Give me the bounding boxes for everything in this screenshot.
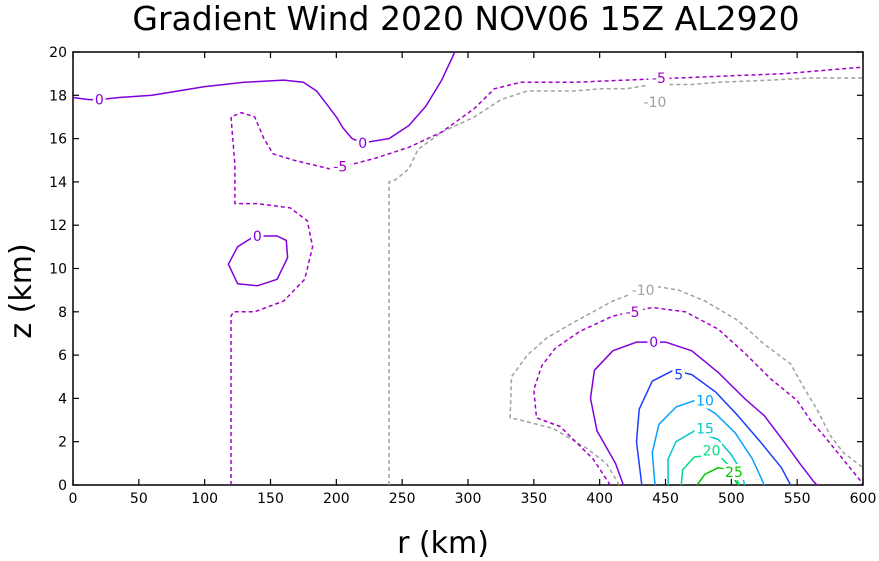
y-tick-label: 0 xyxy=(58,478,67,494)
contour-label: 0 xyxy=(358,136,367,152)
contour-label-bg xyxy=(329,158,351,175)
y-tick-label: 20 xyxy=(49,45,67,61)
contour-label: 5 xyxy=(674,368,683,384)
x-tick-label: 300 xyxy=(455,491,482,507)
contour-5 xyxy=(635,369,792,486)
x-axis-ticks: 0 50 100 150 200 250 300 350 400 450 500 550 600 xyxy=(69,52,877,507)
contour-label: -5 xyxy=(333,160,347,176)
contour-label: -10 xyxy=(644,95,667,111)
x-axis-label: r (km) xyxy=(397,526,489,561)
contour-label: 0 xyxy=(95,93,104,109)
contour-label-bg xyxy=(694,420,716,437)
x-tick-label: 450 xyxy=(652,491,679,507)
y-axis-ticks: 0 2 4 6 8 10 12 14 16 18 20 xyxy=(49,45,863,494)
y-tick-label: 4 xyxy=(58,391,67,407)
x-tick-label: 250 xyxy=(389,491,416,507)
contour-label: 0 xyxy=(253,229,262,245)
contour-label: -10 xyxy=(632,283,655,299)
x-tick-label: 500 xyxy=(718,491,745,507)
plot-frame xyxy=(72,51,864,486)
x-tick-label: 100 xyxy=(191,491,218,507)
contour-label-bg xyxy=(672,366,685,383)
contour-label-bg xyxy=(648,69,670,86)
contour-label-bg xyxy=(723,464,745,481)
x-tick-label: 200 xyxy=(323,491,350,507)
y-tick-label: 8 xyxy=(58,305,67,321)
contour-lines xyxy=(72,51,864,486)
x-tick-label: 50 xyxy=(130,491,148,507)
x-tick-label: 550 xyxy=(784,491,811,507)
x-tick-label: 0 xyxy=(69,491,78,507)
contour-label-bg xyxy=(640,93,670,110)
y-tick-label: 16 xyxy=(49,132,67,148)
contour-label-bg xyxy=(622,303,644,320)
contour-label: 25 xyxy=(725,465,743,481)
contour-label: -5 xyxy=(626,305,640,321)
contour-label-bg xyxy=(628,282,658,299)
x-tick-label: 150 xyxy=(257,491,284,507)
contour-0 xyxy=(72,51,456,144)
contour--10 xyxy=(509,285,864,486)
contour-0 xyxy=(589,341,818,486)
y-tick-label: 6 xyxy=(58,348,67,364)
y-tick-label: 18 xyxy=(49,88,67,104)
x-tick-label: 600 xyxy=(850,491,877,507)
contour--5 xyxy=(533,306,864,486)
contour-label: 20 xyxy=(703,443,721,459)
contour--10 xyxy=(388,77,863,485)
x-tick-label: 350 xyxy=(520,491,547,507)
contour-label: -5 xyxy=(652,71,666,87)
contour-0 xyxy=(227,235,289,287)
contour-label-bg xyxy=(647,334,660,351)
y-tick-label: 10 xyxy=(49,262,67,278)
contour-label-bg xyxy=(694,392,716,409)
contour-label-bg xyxy=(251,228,264,245)
y-tick-label: 14 xyxy=(49,175,67,191)
contour--5 xyxy=(230,66,864,485)
contour-label: 10 xyxy=(696,394,714,410)
x-tick-label: 400 xyxy=(586,491,613,507)
contour-label: 15 xyxy=(696,422,714,438)
contour-label-bg xyxy=(93,91,106,108)
contour-label: 0 xyxy=(649,335,658,351)
contour-label-bg xyxy=(701,442,723,459)
y-tick-label: 12 xyxy=(49,218,67,234)
y-tick-label: 2 xyxy=(58,435,67,451)
chart-title: Gradient Wind 2020 NOV06 15Z AL2920 xyxy=(132,0,799,38)
contour-label-bg xyxy=(356,134,369,151)
y-axis-label: z (km) xyxy=(4,243,39,338)
